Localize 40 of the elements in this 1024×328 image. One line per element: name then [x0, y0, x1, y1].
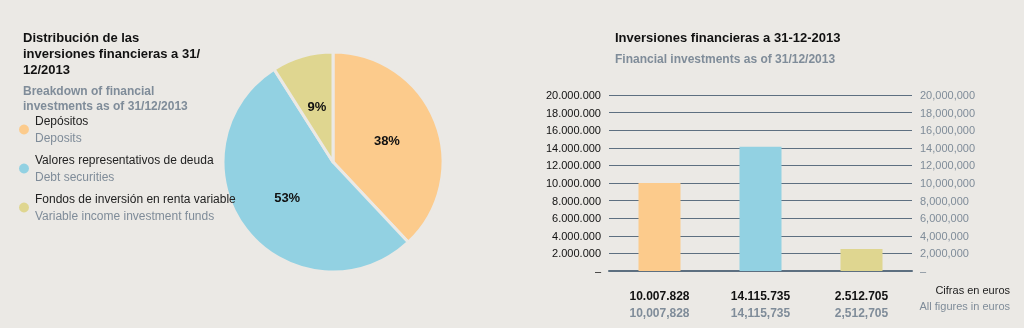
y-tick-label: –: [594, 265, 602, 277]
y-tick-label: 18.000.000: [545, 106, 601, 119]
y2-tick-label: 14,000,000: [920, 141, 976, 154]
chart-title: Inversiones financieras a 31-12-2013: [615, 29, 841, 45]
y-tick-label: 20.000.000: [545, 89, 601, 101]
text: Cifras en euros: [935, 283, 1011, 296]
bar: [840, 248, 883, 271]
legend-label: Valores representativos de deuda Debt securities: [35, 153, 214, 184]
y2-tick-label: 20,000,000: [920, 89, 976, 101]
data-label: 2.512.705 2,512,705: [834, 288, 889, 320]
y2-tick-label: 18,000,000: [920, 106, 976, 119]
legend-label: Depósitos Deposits: [35, 114, 89, 145]
text: All figures in euros: [919, 299, 1011, 312]
y2-tick-label: 6,000,000: [920, 212, 969, 225]
y-tick-label: 10.000.000: [545, 177, 601, 189]
y2-tick-label: 2,000,000: [920, 247, 969, 260]
y-tick-label: 4.000.000: [552, 229, 601, 242]
legend-label: Fondos de inversión en renta variable Variable income investment funds: [35, 192, 237, 223]
y-tick-label: 16.000.000: [545, 124, 601, 137]
y-tick-label: 14.000.000: [545, 141, 601, 154]
chart-title: Distribución de las inversiones financieras a 31/12/2013: [23, 29, 201, 77]
y-tick-label: 8.000.000: [552, 194, 601, 207]
y2-tick-label: 10,000,000: [920, 177, 976, 189]
data-label: 53%: [274, 190, 301, 206]
y2-tick-label: –: [920, 265, 927, 277]
data-label: 9%: [307, 98, 327, 114]
data-label: 14.115.735 14,115,735: [730, 288, 791, 320]
y2-tick-label: 4,000,000: [920, 229, 969, 242]
y-tick-label: 12.000.000: [545, 159, 601, 172]
text: Breakdown of financial investments as of 31/12/2013: [23, 83, 189, 113]
y2-tick-label: 12,000,000: [920, 159, 976, 172]
y2-tick-label: 16,000,000: [920, 124, 976, 137]
y-tick-label: 2.000.000: [552, 247, 601, 260]
bar: [638, 182, 681, 271]
data-label: 38%: [373, 133, 401, 149]
y2-tick-label: 8,000,000: [920, 194, 969, 207]
chart-subtitle: Financial investments as of 31/12/2013: [615, 51, 836, 66]
y-tick-label: 6.000.000: [552, 212, 601, 225]
data-label: 10.007.828 10,007,828: [629, 288, 690, 320]
bar: [739, 146, 782, 271]
